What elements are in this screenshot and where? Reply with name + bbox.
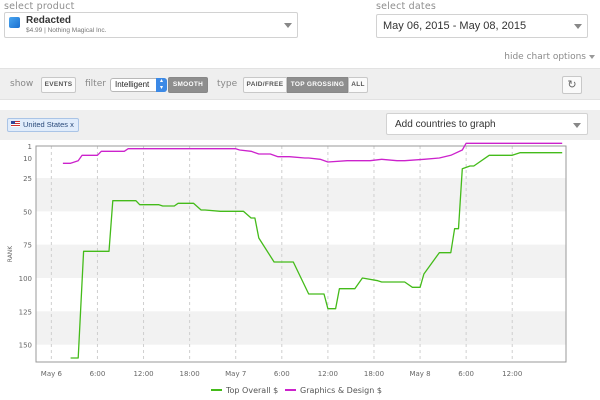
y-tick-label: 75 — [23, 242, 32, 250]
y-tick-label: 150 — [19, 342, 32, 350]
filter-select[interactable]: Intelligent ▴ ▾ — [110, 78, 167, 92]
refresh-button[interactable]: ↻ — [562, 76, 582, 94]
rank-chart: 1 10 25 50 75 100 125 150 May 6 6:00 12:00 18:00 Ma… — [7, 142, 567, 378]
hide-chart-options-link[interactable]: hide chart options — [504, 52, 586, 62]
legend-swatch — [285, 389, 296, 391]
plot-border — [35, 145, 567, 363]
x-tick-label: 18:00 — [180, 370, 200, 378]
show-label: show — [10, 79, 34, 89]
series-line-graphics-design — [62, 142, 563, 164]
legend-label: Top Overall $ — [226, 386, 279, 395]
x-tick-label: May 7 — [225, 370, 246, 378]
add-countries-select[interactable]: Add countries to graph — [386, 113, 588, 135]
us-flag-icon — [11, 121, 20, 127]
app-icon — [9, 17, 20, 28]
product-select[interactable]: Redacted $4.99 | Nothing Magical Inc. — [4, 12, 298, 38]
type-top-grossing-button[interactable]: TOP GROSSING — [287, 77, 348, 93]
type-paid-free-button[interactable]: PAID/FREE — [243, 77, 287, 93]
dates-select[interactable]: May 06, 2015 - May 08, 2015 — [376, 14, 588, 38]
filter-label: filter — [85, 79, 106, 89]
y-tick-label: 10 — [23, 155, 32, 163]
chevron-down-icon — [284, 23, 292, 28]
x-tick-label: 6:00 — [90, 370, 106, 378]
chevron-down-icon — [589, 55, 595, 59]
smooth-button[interactable]: SMOOTH — [168, 77, 208, 93]
grid-band — [36, 178, 566, 212]
x-tick-label: May 8 — [409, 370, 430, 378]
chart-options-bar: show EVENTS filter Intelligent ▴ ▾ SMOOTH… — [0, 68, 600, 100]
y-tick-label: 125 — [19, 308, 32, 316]
x-tick-label: May 6 — [41, 370, 63, 378]
events-button[interactable]: EVENTS — [41, 77, 76, 93]
country-chip-label: United States x — [23, 120, 74, 129]
legend-label: Graphics & Design $ — [300, 386, 382, 395]
legend-graphics-design[interactable]: Graphics & Design $ — [285, 386, 382, 395]
y-tick-label: 100 — [19, 275, 32, 283]
type-label: type — [217, 79, 238, 89]
x-tick-label: 12:00 — [318, 370, 338, 378]
legend-swatch — [211, 389, 222, 391]
grid-band — [36, 244, 566, 278]
dates-value: May 06, 2015 - May 08, 2015 — [383, 20, 527, 32]
type-all-button[interactable]: ALL — [348, 77, 368, 93]
y-tick-label: 25 — [23, 175, 32, 183]
chevron-down-icon — [573, 123, 581, 128]
series-line-top-overall — [70, 152, 563, 359]
x-tick-label: 12:00 — [502, 370, 522, 378]
country-chip-united-states[interactable]: United States x — [7, 118, 79, 132]
x-tick-label: 18:00 — [364, 370, 384, 378]
chevron-down-icon — [574, 24, 582, 29]
product-price-developer: $4.99 | Nothing Magical Inc. — [26, 27, 107, 34]
x-tick-label: 6:00 — [274, 370, 290, 378]
x-tick-label: 12:00 — [133, 370, 153, 378]
add-countries-placeholder: Add countries to graph — [395, 119, 496, 130]
y-tick-label: 1 — [28, 143, 32, 151]
legend-top-overall[interactable]: Top Overall $ — [211, 386, 278, 395]
product-name: Redacted — [26, 15, 72, 26]
y-axis-label: RANK — [7, 245, 14, 263]
updown-arrows-icon: ▴ ▾ — [156, 78, 167, 92]
y-tick-label: 50 — [23, 208, 32, 216]
x-tick-label: 6:00 — [458, 370, 474, 378]
refresh-icon: ↻ — [567, 79, 577, 91]
filter-value: Intelligent — [115, 80, 150, 89]
select-dates-label: select dates — [376, 1, 437, 12]
select-product-label: select product — [4, 1, 75, 12]
grid-band — [36, 311, 566, 345]
